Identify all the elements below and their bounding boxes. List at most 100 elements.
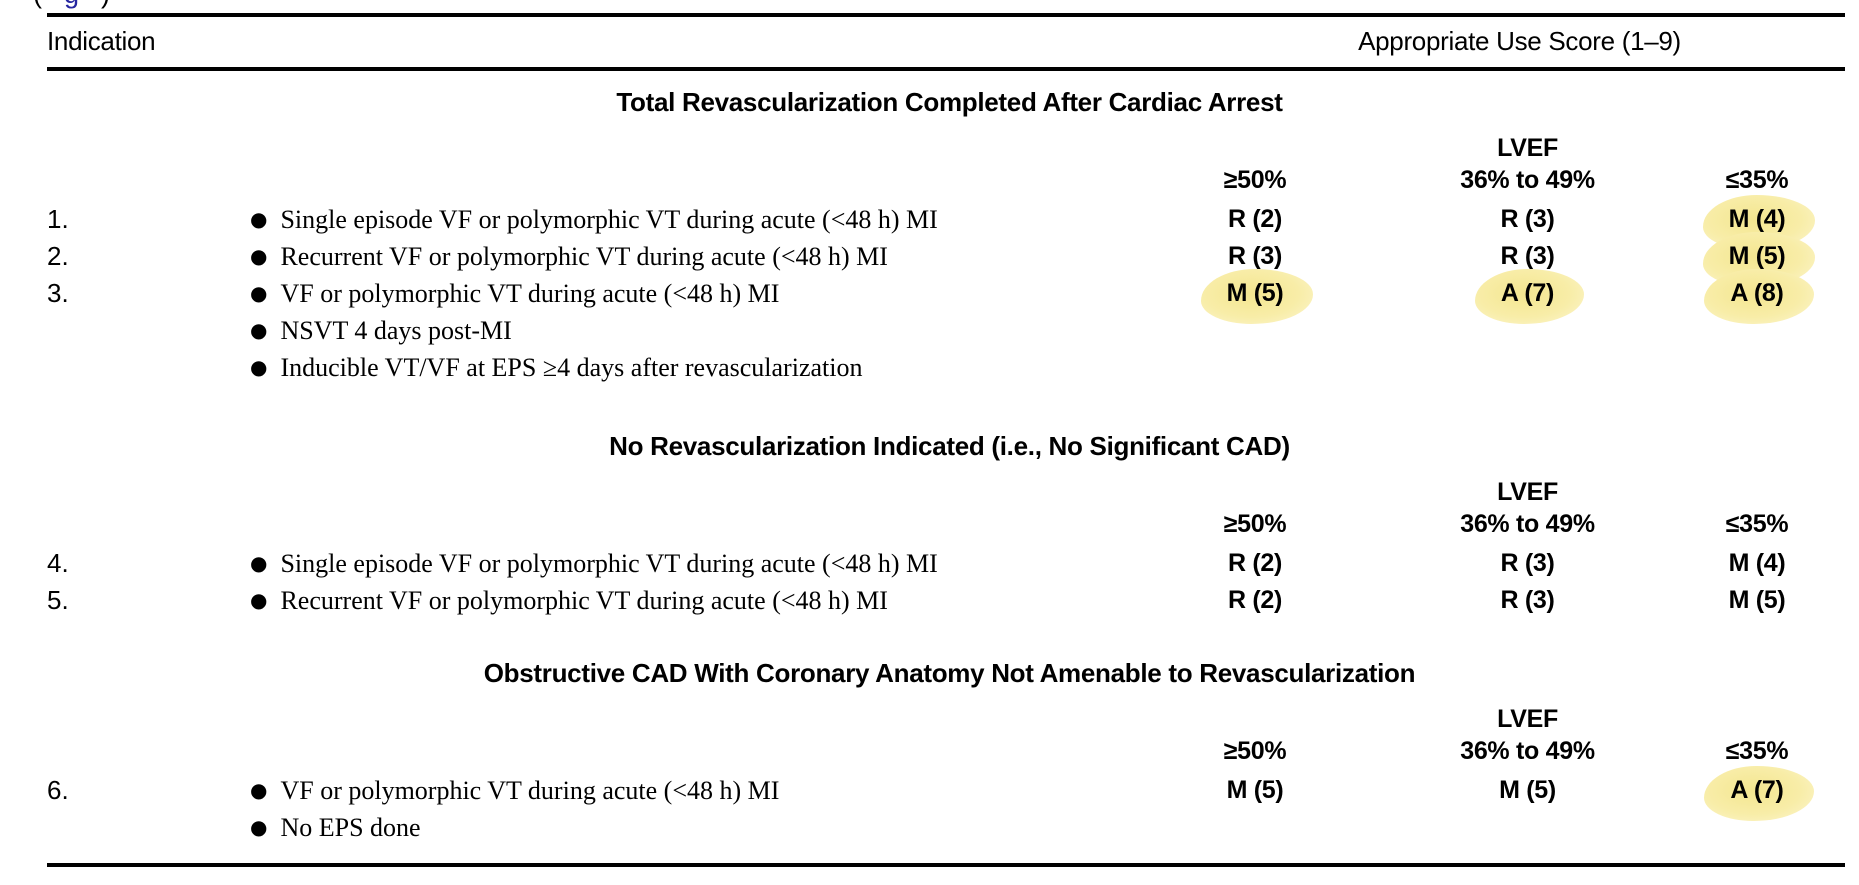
score-value-highlighted: A (8) bbox=[1704, 269, 1814, 324]
indication-text: Single episode VF or polymorphic VT duri… bbox=[280, 549, 938, 578]
table-bottom-rule bbox=[47, 863, 1845, 867]
bullet-icon: ● bbox=[250, 778, 268, 802]
lvef-range-header-row: ≥50% 36% to 49% ≤35% bbox=[0, 738, 1859, 764]
column-header-lte35: ≤35% bbox=[1725, 166, 1789, 194]
indication-cell: ● Single episode VF or polymorphic VT dur… bbox=[250, 202, 1110, 239]
table-row: 4. ● Single episode VF or polymorphic VT … bbox=[0, 546, 1859, 583]
section-rows: 1. ● Single episode VF or polymorphic VT … bbox=[0, 195, 1859, 387]
section-title: Total Revascularization Completed After … bbox=[616, 87, 1283, 117]
indication-cell: ● VF or polymorphic VT during acute (<48 … bbox=[250, 773, 1110, 847]
row-number: 3. bbox=[47, 278, 69, 308]
score-cell: R (2) bbox=[1110, 202, 1400, 239]
score-cell: M (5) bbox=[1110, 269, 1400, 387]
score-cell: R (3) bbox=[1400, 546, 1655, 583]
fragment-close-paren: ) bbox=[101, 0, 110, 9]
table-top-rule bbox=[47, 13, 1845, 17]
indication-text: NSVT 4 days post-MI bbox=[280, 316, 512, 345]
column-header-gte50: ≥50% bbox=[1223, 737, 1287, 765]
column-header-lte35: ≤35% bbox=[1725, 737, 1789, 765]
indication-text: Single episode VF or polymorphic VT duri… bbox=[280, 205, 938, 234]
indication-text: No EPS done bbox=[280, 813, 421, 842]
table-row: 1. ● Single episode VF or polymorphic VT … bbox=[0, 195, 1859, 250]
score-cell: M (5) bbox=[1110, 773, 1400, 847]
score-cell: R (2) bbox=[1110, 583, 1400, 620]
row-number: 2. bbox=[47, 241, 69, 271]
indication-text: VF or polymorphic VT during acute (<48 h… bbox=[280, 279, 780, 308]
score-value: M (4) bbox=[1728, 549, 1786, 577]
lvef-range-header-row: ≥50% 36% to 49% ≤35% bbox=[0, 511, 1859, 537]
score-cell: R (2) bbox=[1110, 546, 1400, 583]
section-obstructive-cad: Obstructive CAD With Coronary Anatomy No… bbox=[0, 658, 1859, 847]
indication-cell: ● VF or polymorphic VT during acute (<48 … bbox=[250, 276, 1110, 387]
column-header-36to49: 36% to 49% bbox=[1460, 510, 1595, 538]
lvef-range-header-row: ≥50% 36% to 49% ≤35% bbox=[0, 167, 1859, 193]
bullet-icon: ● bbox=[250, 815, 268, 839]
score-value: R (2) bbox=[1227, 586, 1283, 614]
score-value: R (2) bbox=[1227, 205, 1283, 233]
score-value: R (3) bbox=[1500, 242, 1555, 270]
fragment-open-paren: ( bbox=[33, 0, 42, 9]
row-number: 6. bbox=[47, 775, 69, 805]
score-value-highlighted: A (7) bbox=[1474, 269, 1585, 324]
score-cell: M (4) bbox=[1655, 546, 1859, 583]
indication-cell: ● Single episode VF or polymorphic VT dur… bbox=[250, 546, 1110, 583]
column-header-36to49: 36% to 49% bbox=[1460, 737, 1595, 765]
score-value: R (2) bbox=[1227, 549, 1283, 577]
column-header-36to49: 36% to 49% bbox=[1460, 166, 1595, 194]
score-value-highlighted: M (5) bbox=[1200, 269, 1314, 324]
bullet-icon: ● bbox=[250, 244, 268, 268]
score-value: M (5) bbox=[1499, 776, 1556, 804]
section-title: No Revascularization Indicated (i.e., No… bbox=[609, 431, 1290, 461]
abbreviation-footnote: A = Appropriate; CAD = coronary artery d… bbox=[47, 880, 1845, 885]
indication-cell: ● Recurrent VF or polymorphic VT during a… bbox=[250, 239, 1110, 276]
bullet-icon: ● bbox=[250, 551, 268, 575]
header-divider-rule bbox=[47, 67, 1845, 71]
section-total-revascularization: Total Revascularization Completed After … bbox=[0, 87, 1859, 387]
appropriate-use-score-header: Appropriate Use Score (1–9) bbox=[1358, 26, 1681, 56]
table-row: 3. ● VF or polymorphic VT during acute (<… bbox=[0, 269, 1859, 387]
score-cell: M (5) bbox=[1400, 773, 1655, 847]
bullet-icon: ● bbox=[250, 281, 268, 305]
score-cell: R (3) bbox=[1400, 583, 1655, 620]
score-cell: A (8) bbox=[1655, 269, 1859, 387]
table-row: 2. ● Recurrent VF or polymorphic VT durin… bbox=[0, 232, 1859, 287]
lvef-label: LVEF bbox=[1497, 705, 1558, 733]
indication-text: Inducible VT/VF at EPS ≥4 days after rev… bbox=[280, 353, 863, 382]
bullet-icon: ● bbox=[250, 355, 268, 379]
row-number: 5. bbox=[47, 585, 69, 615]
score-value: R (3) bbox=[1500, 549, 1555, 577]
section-rows: 6. ● VF or polymorphic VT during acute (<… bbox=[0, 766, 1859, 847]
lvef-label: LVEF bbox=[1497, 134, 1558, 162]
indication-column-header: Indication bbox=[47, 26, 156, 56]
footnote-line: A = Appropriate; CAD = coronary artery d… bbox=[47, 880, 1845, 885]
figure-reference-link[interactable]: g bbox=[64, 0, 79, 9]
column-header-lte35: ≤35% bbox=[1725, 510, 1789, 538]
clipped-reference-fragment: ( g) bbox=[33, 0, 1859, 9]
score-cell: R (3) bbox=[1110, 239, 1400, 276]
score-value: M (5) bbox=[1226, 776, 1284, 804]
score-value: M (5) bbox=[1728, 586, 1786, 614]
score-cell: R (3) bbox=[1400, 239, 1655, 276]
score-value: R (3) bbox=[1500, 205, 1555, 233]
lvef-header-row: LVEF bbox=[0, 478, 1859, 506]
section-title: Obstructive CAD With Coronary Anatomy No… bbox=[483, 658, 1416, 688]
lvef-header-row: LVEF bbox=[0, 705, 1859, 733]
row-number: 1. bbox=[47, 204, 69, 234]
lvef-label: LVEF bbox=[1497, 478, 1558, 506]
row-number: 4. bbox=[47, 548, 69, 578]
section-no-revascularization: No Revascularization Indicated (i.e., No… bbox=[0, 431, 1859, 620]
bullet-icon: ● bbox=[250, 207, 268, 231]
indication-cell: ● Recurrent VF or polymorphic VT during a… bbox=[250, 583, 1110, 620]
section-rows: 4. ● Single episode VF or polymorphic VT … bbox=[0, 546, 1859, 620]
table-row: 6. ● VF or polymorphic VT during acute (<… bbox=[0, 766, 1859, 847]
table-row: 5. ● Recurrent VF or polymorphic VT durin… bbox=[0, 583, 1859, 620]
table-header-row: Indication Appropriate Use Score (1–9) bbox=[0, 17, 1859, 67]
score-cell: A (7) bbox=[1400, 269, 1655, 387]
score-cell: A (7) bbox=[1655, 766, 1859, 847]
column-header-gte50: ≥50% bbox=[1223, 510, 1287, 538]
lvef-header-row: LVEF bbox=[0, 134, 1859, 162]
indication-text: Recurrent VF or polymorphic VT during ac… bbox=[280, 242, 888, 271]
bullet-icon: ● bbox=[250, 318, 268, 342]
score-cell: R (3) bbox=[1400, 202, 1655, 239]
